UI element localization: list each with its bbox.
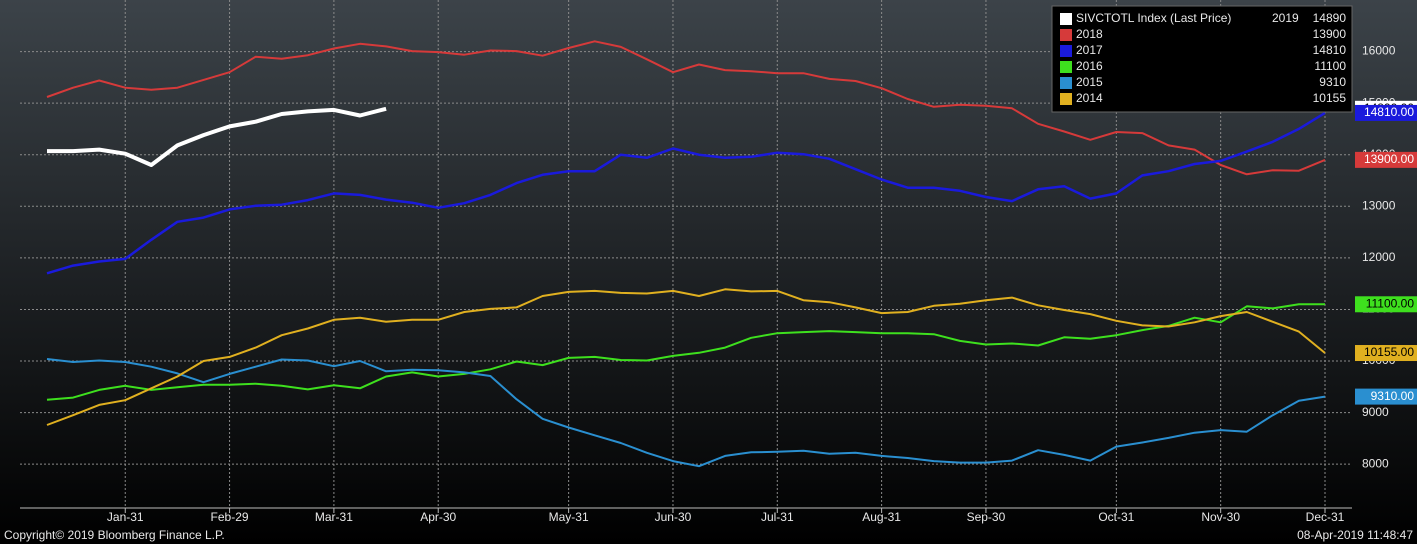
last-value-label: 14810.00 bbox=[1364, 105, 1414, 119]
x-tick-label: Jan-31 bbox=[107, 510, 144, 524]
y-tick-label: 8000 bbox=[1362, 456, 1389, 470]
last-value-label: 9310.00 bbox=[1371, 389, 1415, 403]
last-value-label: 13900.00 bbox=[1364, 152, 1414, 166]
legend-value: 13900 bbox=[1313, 27, 1347, 41]
last-value-label: 11100.00 bbox=[1366, 296, 1415, 310]
y-tick-label: 9000 bbox=[1362, 405, 1389, 419]
series-line bbox=[46, 303, 1325, 401]
lines bbox=[46, 40, 1326, 468]
y-tick-label: 16000 bbox=[1362, 44, 1396, 58]
copyright: Copyright© 2019 Bloomberg Finance L.P. bbox=[4, 528, 225, 542]
legend-swatch bbox=[1060, 45, 1072, 57]
legend-value: 14890 bbox=[1313, 11, 1347, 25]
x-tick-label: Mar-31 bbox=[315, 510, 353, 524]
y-tick-label: 13000 bbox=[1362, 198, 1396, 212]
series-line bbox=[46, 288, 1326, 426]
legend-value: 14810 bbox=[1313, 43, 1347, 57]
legend-swatch bbox=[1060, 61, 1072, 73]
legend-value: 11100 bbox=[1314, 59, 1346, 73]
last-value-tag bbox=[1355, 345, 1417, 362]
timestamp: 08-Apr-2019 11:48:47 bbox=[1297, 528, 1413, 542]
x-tick-label: May-31 bbox=[549, 510, 589, 524]
x-tick-label: Apr-30 bbox=[420, 510, 456, 524]
series-line bbox=[46, 111, 1326, 275]
legend-title: SIVCTOTL Index (Last Price) bbox=[1076, 11, 1231, 25]
legend-swatch bbox=[1060, 13, 1072, 25]
legend-label: 2017 bbox=[1076, 43, 1103, 57]
legend-swatch bbox=[1060, 93, 1072, 105]
series-line bbox=[47, 106, 387, 167]
x-tick-label: Sep-30 bbox=[967, 510, 1006, 524]
last-value-label: 10155.00 bbox=[1364, 345, 1414, 359]
legend-value: 9310 bbox=[1319, 75, 1346, 89]
overlay: 14890.0013900.0014810.0011100.009310.001… bbox=[1051, 5, 1417, 405]
last-value-tag bbox=[1355, 104, 1417, 121]
x-tick-label: Jun-30 bbox=[655, 510, 692, 524]
legend-box bbox=[1051, 5, 1353, 113]
y-tick-label: 12000 bbox=[1362, 250, 1396, 264]
legend-label: 2014 bbox=[1076, 91, 1103, 105]
legend-swatch bbox=[1060, 29, 1072, 41]
series-line bbox=[46, 358, 1326, 468]
legend-label: 2019 bbox=[1272, 11, 1299, 25]
series-line bbox=[46, 40, 1326, 176]
x-tick-label: Nov-30 bbox=[1201, 510, 1240, 524]
legend-value: 10155 bbox=[1313, 91, 1347, 105]
legend-label: 2015 bbox=[1076, 75, 1103, 89]
last-value-tag bbox=[1355, 296, 1417, 313]
legend-label: 2016 bbox=[1076, 59, 1103, 73]
x-tick-label: Dec-31 bbox=[1306, 510, 1345, 524]
x-tick-label: Feb-29 bbox=[211, 510, 249, 524]
last-value-tag bbox=[1355, 151, 1417, 168]
x-tick-label: Aug-31 bbox=[862, 510, 901, 524]
legend-label: 2018 bbox=[1076, 27, 1103, 41]
legend-swatch bbox=[1060, 77, 1072, 89]
last-value-tag bbox=[1355, 388, 1417, 405]
x-tick-label: Oct-31 bbox=[1098, 510, 1134, 524]
x-tick-label: Jul-31 bbox=[761, 510, 794, 524]
